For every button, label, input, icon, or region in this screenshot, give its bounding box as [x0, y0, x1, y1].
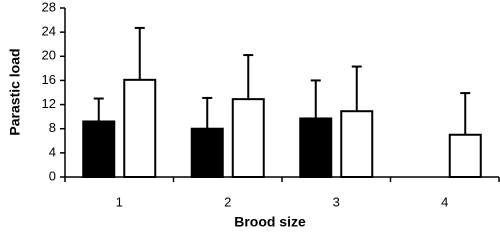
- bar: [123, 78, 157, 178]
- x-tick-label: 1: [116, 194, 123, 209]
- page: Brood size Parastic load 0 4 8 12 16 20 24 28 1 2…: [6, 0, 500, 230]
- y-tick-label: 24: [42, 24, 56, 39]
- bar: [231, 98, 265, 178]
- bar: [299, 117, 333, 179]
- x-axis-label: Brood size: [234, 214, 306, 230]
- y-tick-label: 4: [49, 144, 56, 159]
- y-tick-label: 28: [42, 0, 56, 14]
- bar: [340, 110, 374, 178]
- bar: [448, 133, 482, 178]
- y-tick-label: 20: [42, 48, 56, 63]
- y-tick-label: 12: [42, 96, 56, 111]
- bar: [190, 127, 224, 178]
- x-tick-label: 2: [224, 194, 231, 209]
- y-axis-label: Parastic load: [7, 48, 23, 135]
- y-tick-label: 8: [49, 120, 56, 135]
- bar: [82, 120, 116, 178]
- x-tick-label: 4: [441, 194, 448, 209]
- y-tick-label: 0: [49, 168, 56, 183]
- x-tick-label: 3: [333, 194, 340, 209]
- y-tick-label: 16: [42, 72, 56, 87]
